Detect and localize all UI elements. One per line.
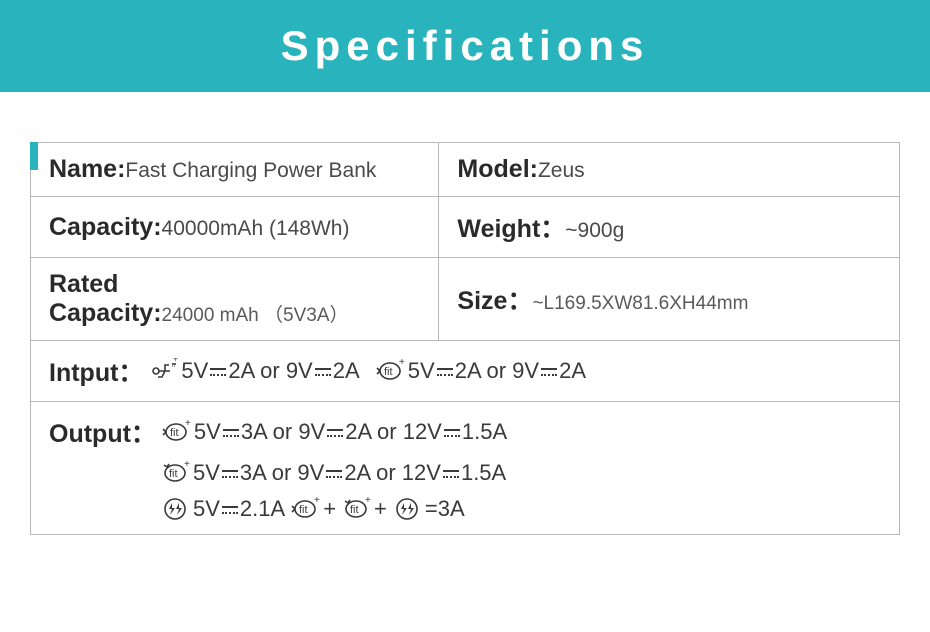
dc-symbol-icon	[223, 428, 239, 438]
cell-rated: Rated Capacity:24000 mAh （5V3A）	[31, 258, 439, 341]
label-weight: Weight：	[457, 215, 565, 243]
dc-symbol-icon	[315, 367, 331, 377]
value-rated: 24000 mAh （5V3A）	[162, 305, 349, 326]
table-row: Rated Capacity:24000 mAh （5V3A） Size：~L1…	[31, 258, 900, 341]
fit-plus-icon	[291, 496, 321, 522]
dc-symbol-icon	[222, 505, 238, 515]
cell-weight: Weight：~900g	[439, 197, 900, 258]
dc-symbol-icon	[443, 469, 459, 479]
value-name: Fast Charging Power Bank	[125, 159, 376, 182]
cell-capacity: Capacity:40000mAh (148Wh)	[31, 197, 439, 258]
cell-input: Intput： 5V2A or 9V2A 5V2A or 9V2A	[31, 341, 900, 402]
dc-symbol-icon	[210, 367, 226, 377]
spec-text: +	[374, 496, 387, 522]
header-banner: Specifications	[0, 0, 930, 92]
dc-symbol-icon	[541, 367, 557, 377]
cell-size: Size：~L169.5XW81.6XH44mm	[439, 258, 900, 341]
spec-segment: 5V2A or 9V2A	[374, 358, 586, 384]
spec-segment: 5V3A or 9V2A or 12V1.5A	[160, 419, 507, 445]
dc-symbol-icon	[222, 469, 238, 479]
spec-text: 5V3A or 9V2A or 12V1.5A	[194, 419, 507, 445]
double-bolt-icon	[161, 496, 191, 522]
spec-segment: +	[340, 496, 387, 522]
fit-plus-icon	[162, 419, 192, 445]
value-weight: ~900g	[565, 219, 624, 242]
spec-segment: 5V2A or 9V2A	[147, 358, 359, 384]
value-size: ~L169.5XW81.6XH44mm	[532, 293, 748, 314]
label-capacity: Capacity:	[49, 213, 162, 241]
spec-text: =3A	[425, 496, 465, 522]
spec-segment: +	[289, 496, 336, 522]
accent-bar	[30, 142, 38, 170]
label-rated: Rated Capacity:	[49, 270, 162, 327]
dc-symbol-icon	[327, 428, 343, 438]
spec-segment: 5V2.1A	[159, 496, 285, 522]
spec-text: 5V2.1A	[193, 496, 285, 522]
output-line: Output： 5V3A or 9V2A or 12V1.5A	[49, 414, 881, 450]
label-model: Model:	[457, 155, 538, 183]
table-row: Name:Fast Charging Power Bank Model:Zeus	[31, 143, 900, 197]
output-lines: Output： 5V3A or 9V2A or 12V1.5A 5V3A or 9V…	[49, 414, 881, 522]
table-row: Capacity:40000mAh (148Wh) Weight：~900g	[31, 197, 900, 258]
dc-symbol-icon	[437, 367, 453, 377]
header-title: Specifications	[281, 22, 650, 69]
fit-plus-icon	[376, 358, 406, 384]
table-row-input: Intput： 5V2A or 9V2A 5V2A or 9V2A	[31, 341, 900, 402]
fit-plus-alt-icon	[342, 496, 372, 522]
spec-text: 5V2A or 9V2A	[181, 358, 359, 384]
cell-model: Model:Zeus	[439, 143, 900, 197]
fit-plus-alt-icon	[161, 460, 191, 486]
value-model: Zeus	[538, 159, 585, 182]
spec-segment: =3A	[391, 496, 465, 522]
label-output: Output：	[49, 414, 156, 450]
cell-output: Output： 5V3A or 9V2A or 12V1.5A 5V3A or 9V…	[31, 402, 900, 535]
spec-segment: 5V3A or 9V2A or 12V1.5A	[159, 460, 506, 486]
label-size: Size：	[457, 287, 532, 315]
table-row-output: Output： 5V3A or 9V2A or 12V1.5A 5V3A or 9V…	[31, 402, 900, 535]
label-name: Name:	[49, 155, 125, 183]
spec-text: 5V2A or 9V2A	[408, 358, 586, 384]
spec-text: 5V3A or 9V2A or 12V1.5A	[193, 460, 506, 486]
label-input: Intput：	[49, 353, 143, 389]
dc-symbol-icon	[326, 469, 342, 479]
micro-usb-icon	[149, 358, 179, 384]
output-line: 5V2.1A + + =3A	[49, 496, 881, 522]
cell-name: Name:Fast Charging Power Bank	[31, 143, 439, 197]
value-capacity: 40000mAh (148Wh)	[162, 217, 350, 240]
output-line: 5V3A or 9V2A or 12V1.5A	[49, 460, 881, 486]
input-line: Intput： 5V2A or 9V2A 5V2A or 9V2A	[49, 353, 881, 389]
double-bolt-icon	[393, 496, 423, 522]
spec-table: Name:Fast Charging Power Bank Model:Zeus…	[30, 142, 900, 535]
dc-symbol-icon	[444, 428, 460, 438]
spec-text: +	[323, 496, 336, 522]
spec-content: Name:Fast Charging Power Bank Model:Zeus…	[0, 92, 930, 535]
